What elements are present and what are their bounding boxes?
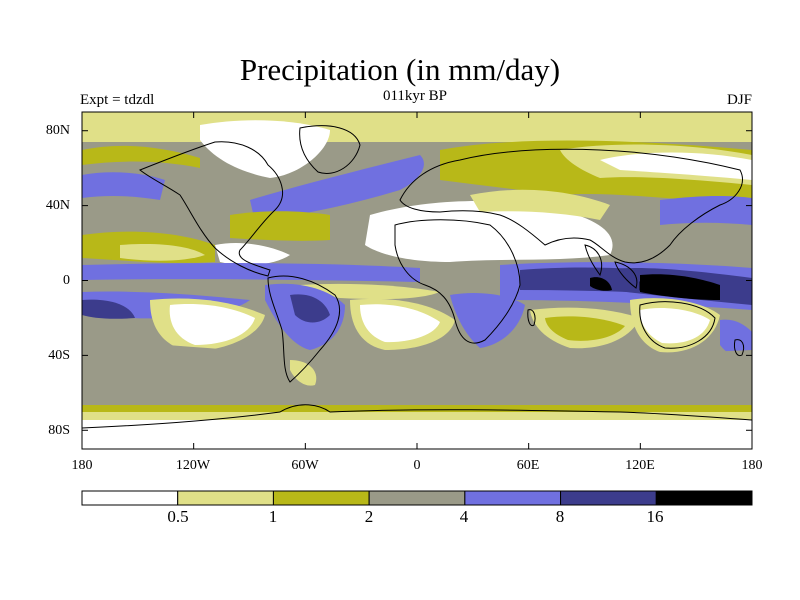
- lat-label-80n: 80N: [45, 123, 70, 138]
- colorbar-swatch: [464, 490, 562, 506]
- lat-label-40n: 40N: [45, 198, 70, 213]
- colorbar-label-0-5: 0.5: [167, 507, 189, 526]
- colorbar-swatch: [368, 490, 466, 506]
- colorbar-swatch: [272, 490, 370, 506]
- lon-label-180e: 180: [741, 458, 763, 473]
- colorbar: [81, 490, 753, 506]
- colorbar-label-8: 8: [555, 507, 565, 526]
- coastlines: [82, 125, 752, 429]
- season-label: DJF: [726, 92, 752, 108]
- colorbar-swatch: [560, 490, 657, 506]
- lon-label-180w: 180: [71, 458, 93, 473]
- longitude-ticks: [81, 112, 753, 449]
- colorbar-swatch: [177, 490, 274, 506]
- experiment-label: Expt = tdzdl: [80, 92, 155, 108]
- lon-label-0: 0: [413, 458, 421, 473]
- colorbar-swatch: [655, 490, 753, 506]
- lon-label-120w: 120W: [175, 458, 211, 473]
- colorbar-label-4: 4: [459, 507, 469, 526]
- lat-label-0: 0: [63, 273, 70, 288]
- time-label: 011kyr BP: [382, 88, 448, 104]
- lat-label-40s: 40S: [48, 348, 70, 363]
- lon-label-120e: 120E: [625, 458, 655, 473]
- colorbar-label-2: 2: [364, 507, 374, 526]
- latitude-ticks: [82, 130, 752, 431]
- lat-label-80s: 80S: [48, 423, 70, 438]
- map-title: Precipitation (in mm/day): [239, 52, 561, 87]
- colorbar-swatch: [81, 490, 179, 506]
- lon-label-60e: 60E: [516, 458, 540, 473]
- colorbar-label-16: 16: [646, 507, 664, 526]
- colorbar-label-1: 1: [268, 507, 278, 526]
- lon-label-60w: 60W: [291, 458, 319, 473]
